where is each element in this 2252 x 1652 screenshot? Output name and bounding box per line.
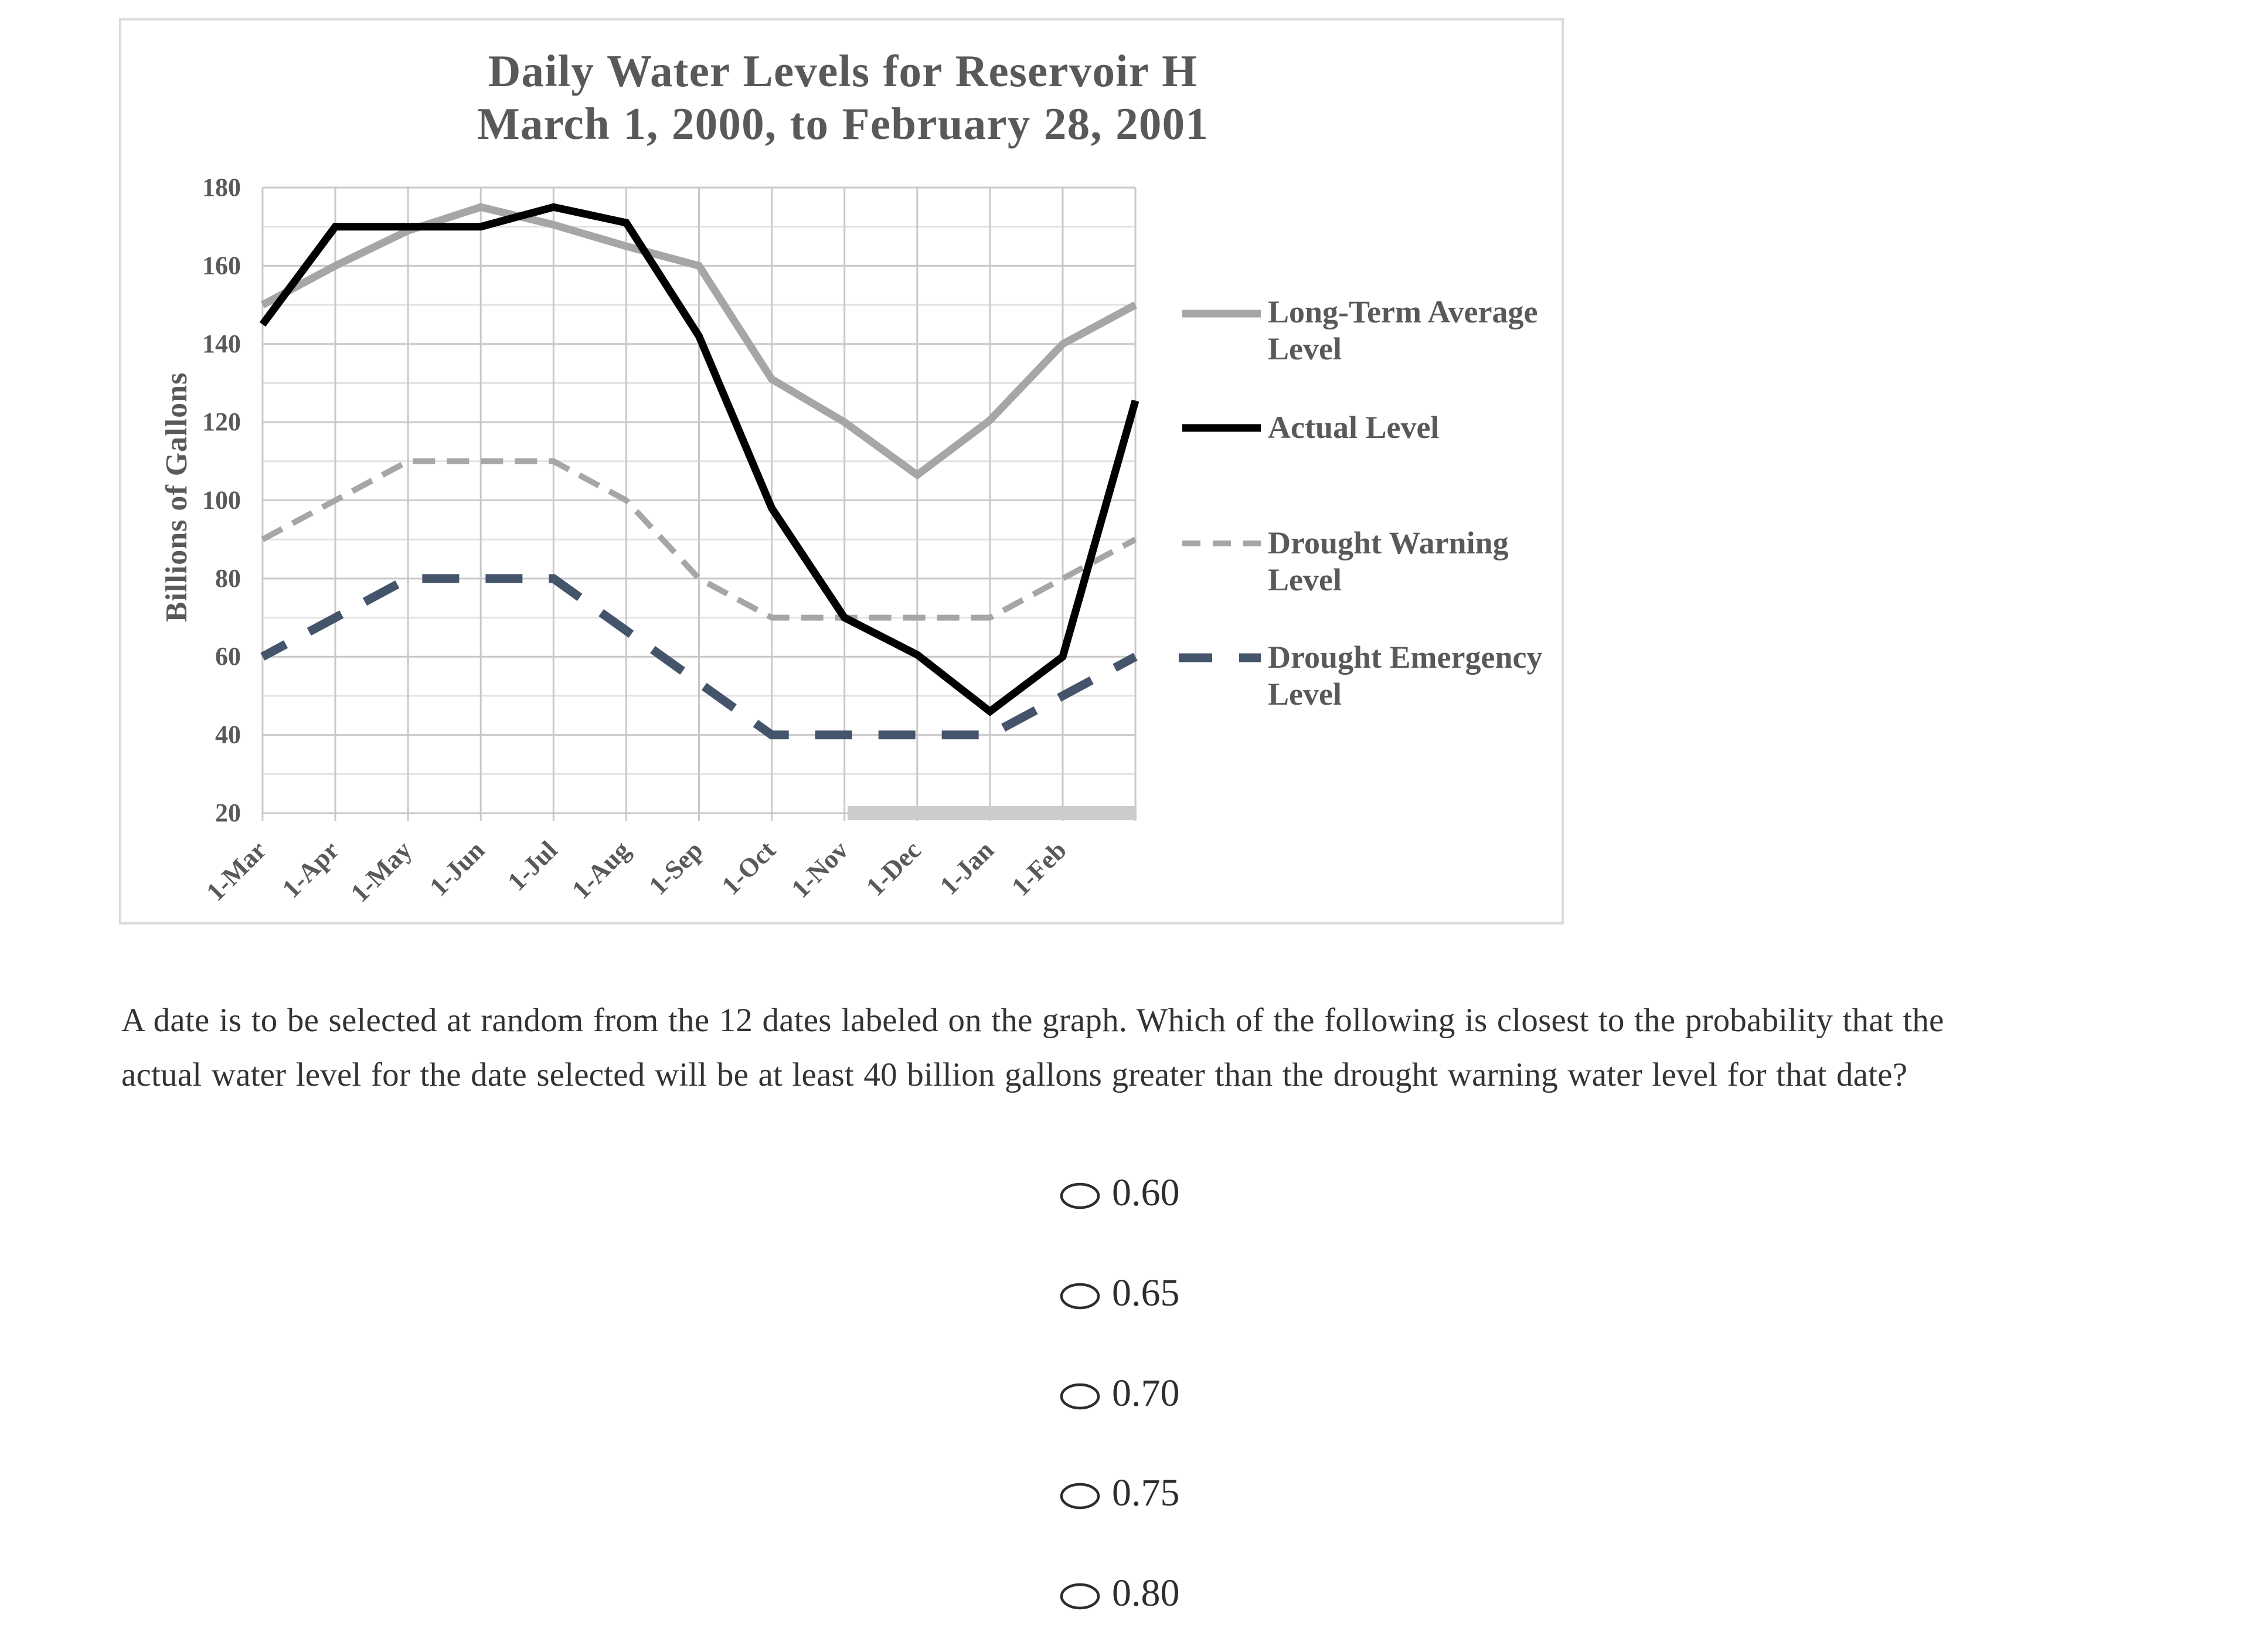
svg-text:0.60: 0.60 — [1112, 1171, 1180, 1214]
svg-text:March 1, 2000, to February 28,: March 1, 2000, to February 28, 2001 — [477, 98, 1209, 149]
svg-text:Billions of Gallons: Billions of Gallons — [160, 372, 193, 622]
svg-text:0.75: 0.75 — [1112, 1471, 1180, 1514]
svg-text:actual water level for the dat: actual water level for the date selected… — [121, 1056, 1907, 1093]
svg-text:Actual Level: Actual Level — [1268, 410, 1439, 445]
svg-text:Daily Water Levels for Reservo: Daily Water Levels for Reservoir H — [488, 46, 1198, 96]
svg-text:60: 60 — [215, 642, 241, 671]
svg-text:20: 20 — [215, 798, 241, 827]
svg-text:180: 180 — [202, 173, 241, 202]
svg-text:Drought Emergency: Drought Emergency — [1268, 640, 1542, 675]
svg-text:Drought Warning: Drought Warning — [1268, 525, 1509, 560]
svg-text:120: 120 — [202, 407, 241, 436]
svg-text:0.80: 0.80 — [1112, 1572, 1180, 1614]
svg-text:100: 100 — [202, 486, 241, 515]
svg-text:Long-Term Average: Long-Term Average — [1268, 294, 1537, 329]
svg-text:140: 140 — [202, 329, 241, 358]
svg-text:160: 160 — [202, 251, 241, 280]
svg-text:Level: Level — [1268, 331, 1342, 366]
svg-text:0.70: 0.70 — [1112, 1372, 1180, 1415]
svg-text:A date is to be selected at ra: A date is to be selected at random from … — [121, 1002, 1944, 1039]
svg-text:Level: Level — [1268, 677, 1342, 712]
svg-text:0.65: 0.65 — [1112, 1272, 1180, 1314]
svg-text:40: 40 — [215, 720, 241, 749]
svg-text:Level: Level — [1268, 562, 1342, 597]
svg-text:80: 80 — [215, 564, 241, 593]
